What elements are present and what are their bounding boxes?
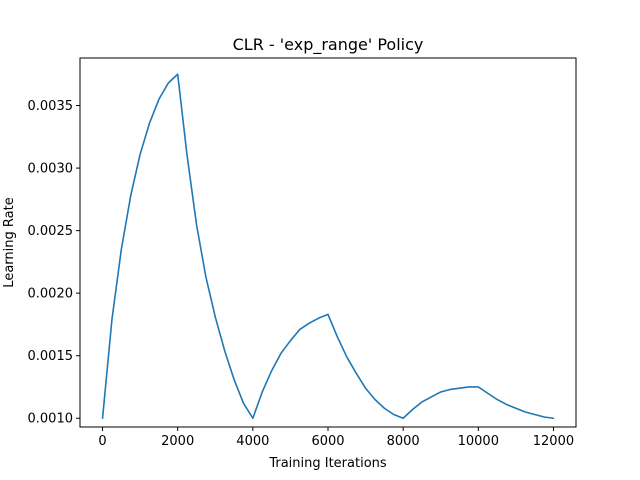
y-tick-label: 0.0035	[28, 99, 74, 114]
x-tick-label: 10000	[458, 434, 499, 449]
y-tick-label: 0.0015	[28, 349, 74, 364]
chart-title: CLR - 'exp_range' Policy	[233, 35, 424, 55]
y-tick-label: 0.0030	[28, 162, 74, 177]
y-axis: 0.0010 0.0015 0.0020 0.0025 0.0030 0.0035	[28, 99, 80, 427]
x-tick-label: 4000	[236, 434, 269, 449]
x-tick-label: 6000	[311, 434, 344, 449]
plot-area	[101, 73, 555, 420]
y-tick-label: 0.0010	[28, 412, 74, 427]
y-tick-label: 0.0020	[28, 287, 74, 302]
x-tick-label: 2000	[161, 434, 194, 449]
y-tick-label: 0.0025	[28, 224, 74, 239]
series-line-0	[101, 73, 555, 420]
x-tick-label: 0	[98, 434, 106, 449]
y-axis-label: Learning Rate	[2, 197, 17, 287]
x-axis-label: Training Iterations	[268, 456, 387, 471]
x-tick-label: 12000	[533, 434, 574, 449]
x-axis: 0 2000 4000 6000 8000 10000 12000	[98, 427, 574, 449]
x-tick-label: 8000	[387, 434, 420, 449]
